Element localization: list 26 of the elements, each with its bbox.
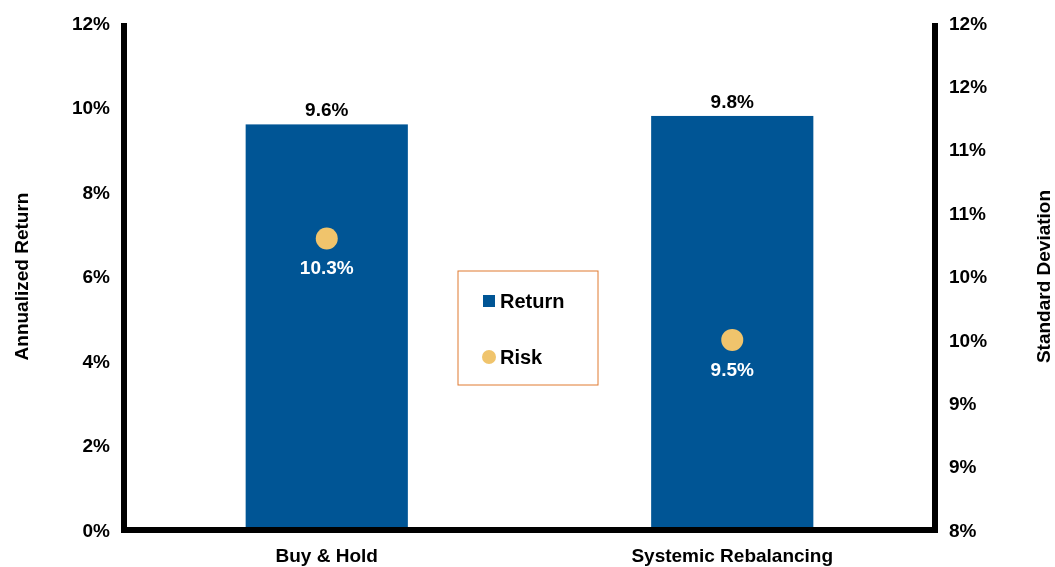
y2-tick-label: 9% bbox=[949, 392, 977, 414]
data-label: 9.6% bbox=[305, 99, 349, 121]
y2-tick-label: 10% bbox=[949, 266, 988, 288]
y-axis-title: Annualized Return bbox=[11, 192, 32, 361]
y2-tick-label: 8% bbox=[949, 519, 977, 541]
y2-tick-label: 10% bbox=[949, 329, 988, 351]
legend-label: Return bbox=[500, 290, 565, 312]
y-tick-label: 0% bbox=[82, 519, 111, 541]
data-label: 9.8% bbox=[710, 90, 755, 112]
y2-tick-label: 9% bbox=[949, 456, 977, 478]
y2-tick-label: 11% bbox=[949, 139, 987, 161]
x-tick-label: Systemic Rebalancing bbox=[631, 545, 834, 566]
y-tick-label: 4% bbox=[82, 350, 111, 372]
y-tick-label: 6% bbox=[82, 266, 111, 288]
y-tick-label: 8% bbox=[82, 181, 111, 203]
y-tick-label: 2% bbox=[82, 435, 111, 457]
data-label: 9.5% bbox=[710, 358, 755, 380]
y2-tick-label: 12% bbox=[949, 12, 988, 34]
y2-axis-title: Standard Deviation bbox=[1033, 189, 1054, 364]
y-tick-label: 12% bbox=[71, 12, 111, 34]
x-tick-label: Buy & Hold bbox=[275, 545, 378, 566]
y2-tick-label: 12% bbox=[949, 76, 988, 98]
y-tick-label: 10% bbox=[71, 97, 111, 119]
legend-label: Risk bbox=[500, 346, 544, 368]
y2-tick-label: 11% bbox=[949, 202, 987, 224]
data-label: 10.3% bbox=[299, 257, 354, 279]
